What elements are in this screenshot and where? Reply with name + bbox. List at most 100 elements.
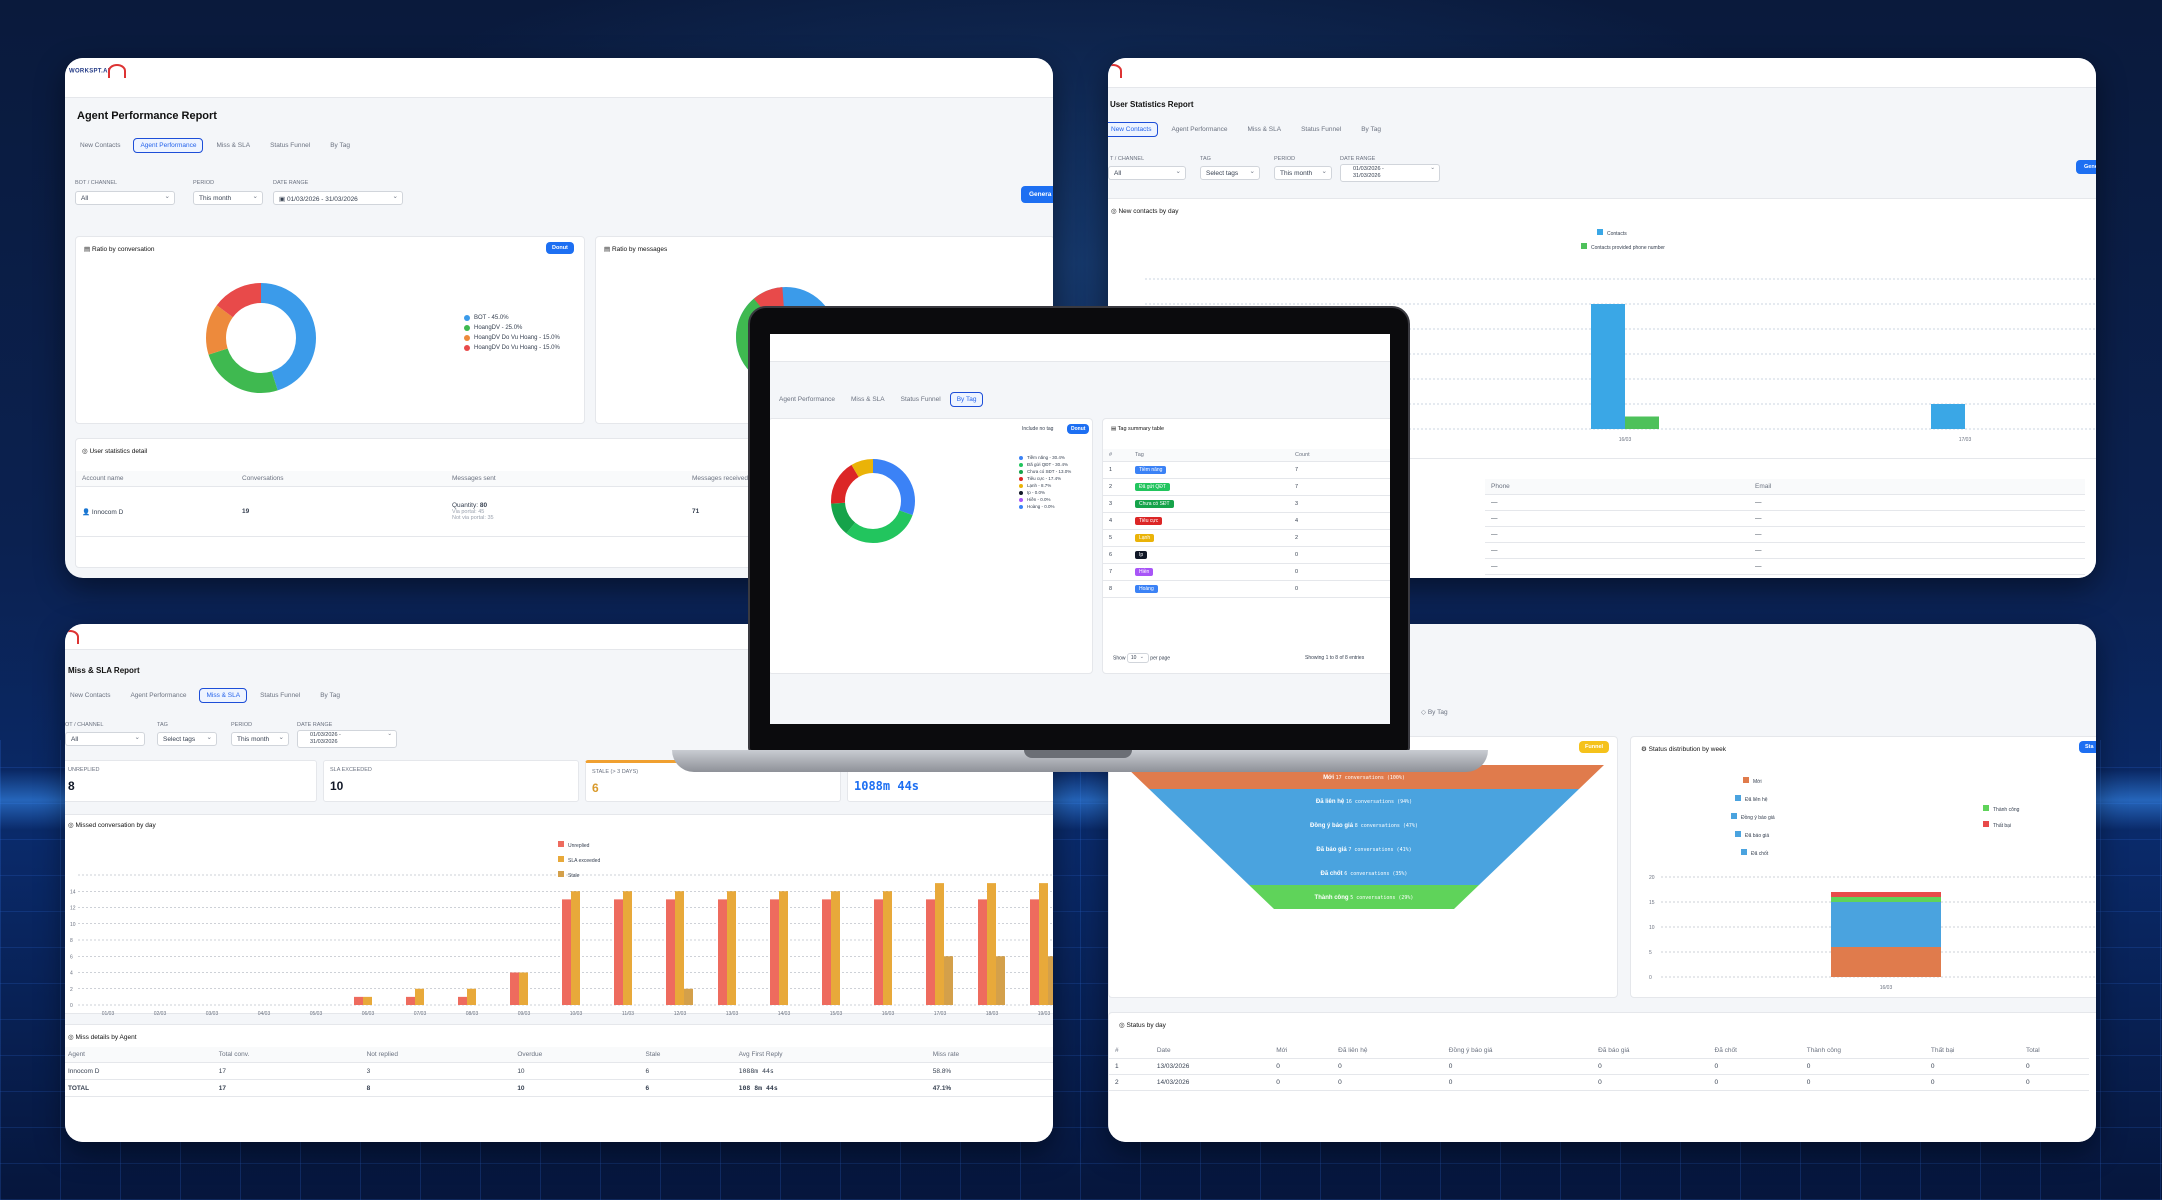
date-range-select[interactable]: ▣ 01/03/2026 - 31/03/2026 (273, 191, 403, 205)
laptop-base (672, 750, 1488, 772)
legend-label: Contacts (1607, 231, 1627, 237)
tag-summary-panel: ▤ Tag summary table # Tag Count 1 Tiềm nă… (1102, 418, 1390, 674)
miss-details-table: Agent Total conv. Not replied Overdue Stale A… (65, 1047, 1053, 1097)
tab-0[interactable]: Agent Performance (779, 396, 836, 403)
col-phone: Phone (1485, 479, 1749, 495)
period-select[interactable]: This month (1274, 166, 1332, 180)
y-tick-label: 14 (70, 889, 76, 895)
tab-2[interactable]: Miss & SLA (216, 142, 251, 149)
legend-swatch (1597, 229, 1603, 235)
gear-icon: ⚙ (1641, 746, 1649, 753)
tag-pill: Hiền (1135, 568, 1154, 576)
contacts-table: Phone Email — — — — — — — — — — (1485, 479, 2085, 575)
bar (571, 891, 580, 1005)
include-no-tag-toggle[interactable]: Include no tag (1022, 426, 1054, 432)
col-header: Đã liên hệ (1332, 1043, 1443, 1059)
tab-3[interactable]: By Tag (949, 392, 984, 407)
funnel-label: Đã liên hệ 16 conversations (94%) (1316, 799, 1412, 805)
tab-3[interactable]: Status Funnel (260, 692, 301, 699)
tag-filter-label: TAG (1200, 156, 1211, 162)
bar (675, 891, 684, 1005)
donut-toggle-button[interactable]: Donut (546, 242, 574, 254)
chart-icon: ◎ (68, 822, 76, 829)
tab-1[interactable]: Agent Performance (133, 138, 204, 153)
tab-0[interactable]: New Contacts (1108, 122, 1159, 137)
tab-1[interactable]: Agent Performance (130, 692, 187, 699)
date-range-select[interactable]: 01/03/2026 -31/03/2026 (297, 730, 397, 748)
logo (1108, 64, 1122, 78)
status-funnel-chart: Mới 17 conversations (100%) Đã liên hệ 16… (1124, 765, 1604, 909)
y-tick-label: 10 (1649, 925, 1655, 931)
table-cell: 10 (511, 1079, 640, 1097)
period-filter-label: PERIOD (231, 722, 253, 728)
tag-select[interactable]: Select tags (1200, 166, 1260, 180)
generate-button[interactable]: Genera (1021, 186, 1053, 203)
table-cell: 0 (1592, 1058, 1709, 1075)
bot-select[interactable]: All (1108, 166, 1186, 180)
funnel-toggle-button[interactable]: Funnel (1579, 741, 1610, 753)
missed-chart-title: ◎ Missed conversation by day (68, 822, 156, 829)
bar (874, 899, 883, 1005)
bar (623, 891, 632, 1005)
logo (65, 630, 79, 644)
tab-2[interactable]: Status Funnel (900, 396, 941, 403)
per-page-select[interactable]: 10 (1126, 653, 1149, 663)
pagination: Show 10 per page (1113, 653, 1170, 663)
generate-button[interactable]: Gene (2076, 160, 2096, 174)
tab-3[interactable]: Status Funnel (270, 142, 311, 149)
table-cell: 0 (1708, 1074, 1801, 1091)
table-cell: — (1485, 510, 1749, 527)
chart-icon: ▤ (84, 246, 92, 253)
table-row: 3 Chưa có SĐT 3 (1103, 495, 1390, 513)
laptop-screen: Agent Performance Miss & SLA Status Funnel… (770, 334, 1390, 724)
bar (1931, 404, 1965, 429)
miss-details-title: ◎ Miss details by Agent (68, 1034, 137, 1041)
tab-1[interactable]: Miss & SLA (851, 396, 885, 403)
period-select[interactable]: This month (231, 732, 289, 746)
index-cell: 8 (1103, 580, 1129, 598)
tab-4[interactable]: By Tag (1361, 126, 1381, 133)
table-row: 1 13/03/2026 0 0 0 0 0 0 0 0 (1109, 1058, 2089, 1075)
tab-by-tag[interactable]: ◇ By Tag (1421, 709, 1448, 716)
legend-swatch (1741, 849, 1747, 855)
legend-item: HoangDV Do Vu Hoang - 15.0% (464, 335, 560, 341)
laptop-frame: Agent Performance Miss & SLA Status Funnel… (748, 306, 1410, 752)
index-cell: 6 (1103, 546, 1129, 564)
tab-2[interactable]: Miss & SLA (199, 688, 248, 703)
bot-select[interactable]: All (65, 732, 145, 746)
legend-swatch (1983, 821, 1989, 827)
stacked-bar (1831, 922, 1941, 947)
legend-label: BOT - 45.0% (474, 315, 509, 321)
donut-slice (831, 459, 915, 543)
table-cell: 1 (1109, 1058, 1151, 1075)
legend-item: Hoàng - 0.0% (1019, 504, 1071, 509)
logo: WORKSPT.AI (69, 64, 126, 78)
status-toggle-button[interactable]: Sta (2079, 741, 2096, 753)
funnel-stage (1249, 885, 1479, 909)
legend-swatch (558, 841, 564, 847)
bot-select[interactable]: All (75, 191, 175, 205)
col-header: Date (1150, 1043, 1271, 1059)
bar (519, 972, 528, 1005)
tab-2[interactable]: Miss & SLA (1247, 126, 1282, 133)
legend-dot (1019, 490, 1023, 495)
missed-conversation-chart: 0 2 4 6 8 10 12 14 01/03 02/03 03/03 04/03 05/03 06/0… (70, 841, 1053, 1015)
bar (354, 996, 363, 1005)
period-select[interactable]: This month (193, 191, 263, 205)
tag-select[interactable]: Select tags (157, 732, 217, 746)
col-tag: Tag (1129, 449, 1289, 462)
donut-toggle-button[interactable]: Donut (1067, 424, 1090, 434)
tab-4[interactable]: By Tag (330, 142, 350, 149)
user-icon: ◎ (82, 448, 90, 455)
date-range-select[interactable]: 01/03/2026 -31/03/2026 (1340, 164, 1440, 182)
kpi-label: STALE (> 3 DAYS) (592, 769, 639, 775)
legend-swatch (558, 871, 564, 877)
tag-cell: Lạnh (1129, 529, 1289, 547)
tab-0[interactable]: New Contacts (70, 692, 111, 699)
tab-4[interactable]: By Tag (320, 692, 340, 699)
tab-1[interactable]: Agent Performance (1171, 126, 1228, 133)
tab-3[interactable]: Status Funnel (1301, 126, 1342, 133)
tab-0[interactable]: New Contacts (80, 142, 121, 149)
bar (987, 883, 996, 1005)
col-header: Stale (639, 1047, 733, 1063)
